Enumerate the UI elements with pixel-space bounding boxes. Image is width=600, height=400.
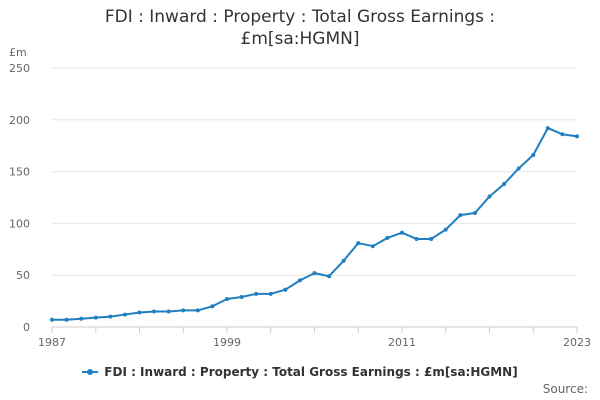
chart-title-line-1: FDI : Inward : Property : Total Gross Ea…	[104, 7, 496, 27]
data-point-2015[interactable]	[458, 213, 463, 218]
y-tick-label-100: 100	[9, 217, 30, 230]
source-label: Source:	[542, 382, 588, 396]
data-point-2007[interactable]	[341, 258, 346, 263]
series-layer	[50, 126, 579, 322]
data-point-2005[interactable]	[312, 271, 317, 276]
data-point-1999[interactable]	[225, 297, 229, 302]
data-point-2023[interactable]	[575, 134, 579, 139]
data-point-2016[interactable]	[472, 211, 477, 216]
data-point-2000[interactable]	[239, 294, 244, 299]
data-point-2017[interactable]	[487, 194, 492, 199]
y-axis-unit-label: £m	[9, 46, 27, 59]
data-point-1994[interactable]	[152, 309, 157, 314]
data-point-2011[interactable]	[400, 230, 404, 235]
legend-item-series[interactable]: FDI : Inward : Property : Total Gross Ea…	[82, 365, 518, 379]
x-tick-label-2023: 2023	[563, 336, 591, 349]
data-point-2019[interactable]	[516, 166, 521, 171]
data-point-2003[interactable]	[283, 287, 288, 292]
y-tick-label-0: 0	[23, 321, 30, 334]
data-point-1996[interactable]	[181, 308, 186, 313]
data-point-1997[interactable]	[195, 308, 200, 313]
chart-title: FDI : Inward : Property : Total Gross Ea…	[0, 6, 600, 50]
data-point-1989[interactable]	[79, 316, 84, 321]
data-point-2008[interactable]	[356, 241, 361, 246]
data-point-1987[interactable]	[50, 317, 54, 322]
legend: FDI : Inward : Property : Total Gross Ea…	[0, 365, 600, 379]
y-tick-label-250: 250	[9, 62, 30, 75]
data-point-1998[interactable]	[210, 304, 215, 309]
data-point-2018[interactable]	[502, 182, 507, 187]
y-tick-label-200: 200	[9, 114, 30, 127]
data-point-1992[interactable]	[122, 312, 127, 317]
data-point-1990[interactable]	[93, 315, 98, 320]
axes: 0 50 100 150 200 250 £m 1987 1999 2011 2023	[9, 46, 591, 349]
legend-marker-icon	[82, 368, 99, 376]
data-point-2006[interactable]	[327, 274, 332, 279]
data-point-2021[interactable]	[545, 126, 550, 131]
data-point-2013[interactable]	[429, 236, 434, 241]
data-point-2012[interactable]	[414, 236, 419, 241]
data-point-1995[interactable]	[166, 309, 171, 314]
data-point-2001[interactable]	[254, 291, 259, 296]
data-point-2020[interactable]	[531, 153, 536, 158]
data-point-2002[interactable]	[268, 291, 273, 296]
x-tick-label-1987: 1987	[38, 336, 66, 349]
series-line	[51, 127, 578, 321]
x-tick-label-2011: 2011	[388, 336, 416, 349]
y-tick-label-50: 50	[16, 269, 30, 282]
data-point-2014[interactable]	[443, 227, 448, 232]
y-tick-label-150: 150	[9, 166, 30, 179]
data-point-2009[interactable]	[370, 244, 375, 249]
data-point-2004[interactable]	[297, 278, 302, 283]
data-point-1991[interactable]	[108, 314, 113, 319]
data-point-1988[interactable]	[64, 317, 69, 322]
data-point-1993[interactable]	[137, 310, 142, 315]
x-tick-label-1999: 1999	[213, 336, 241, 349]
chart-title-line-2: £m[sa:HGMN]	[240, 29, 360, 49]
legend-label: FDI : Inward : Property : Total Gross Ea…	[104, 365, 518, 379]
data-point-2010[interactable]	[385, 235, 390, 240]
grid-lines	[52, 67, 577, 276]
data-point-2022[interactable]	[560, 132, 565, 137]
